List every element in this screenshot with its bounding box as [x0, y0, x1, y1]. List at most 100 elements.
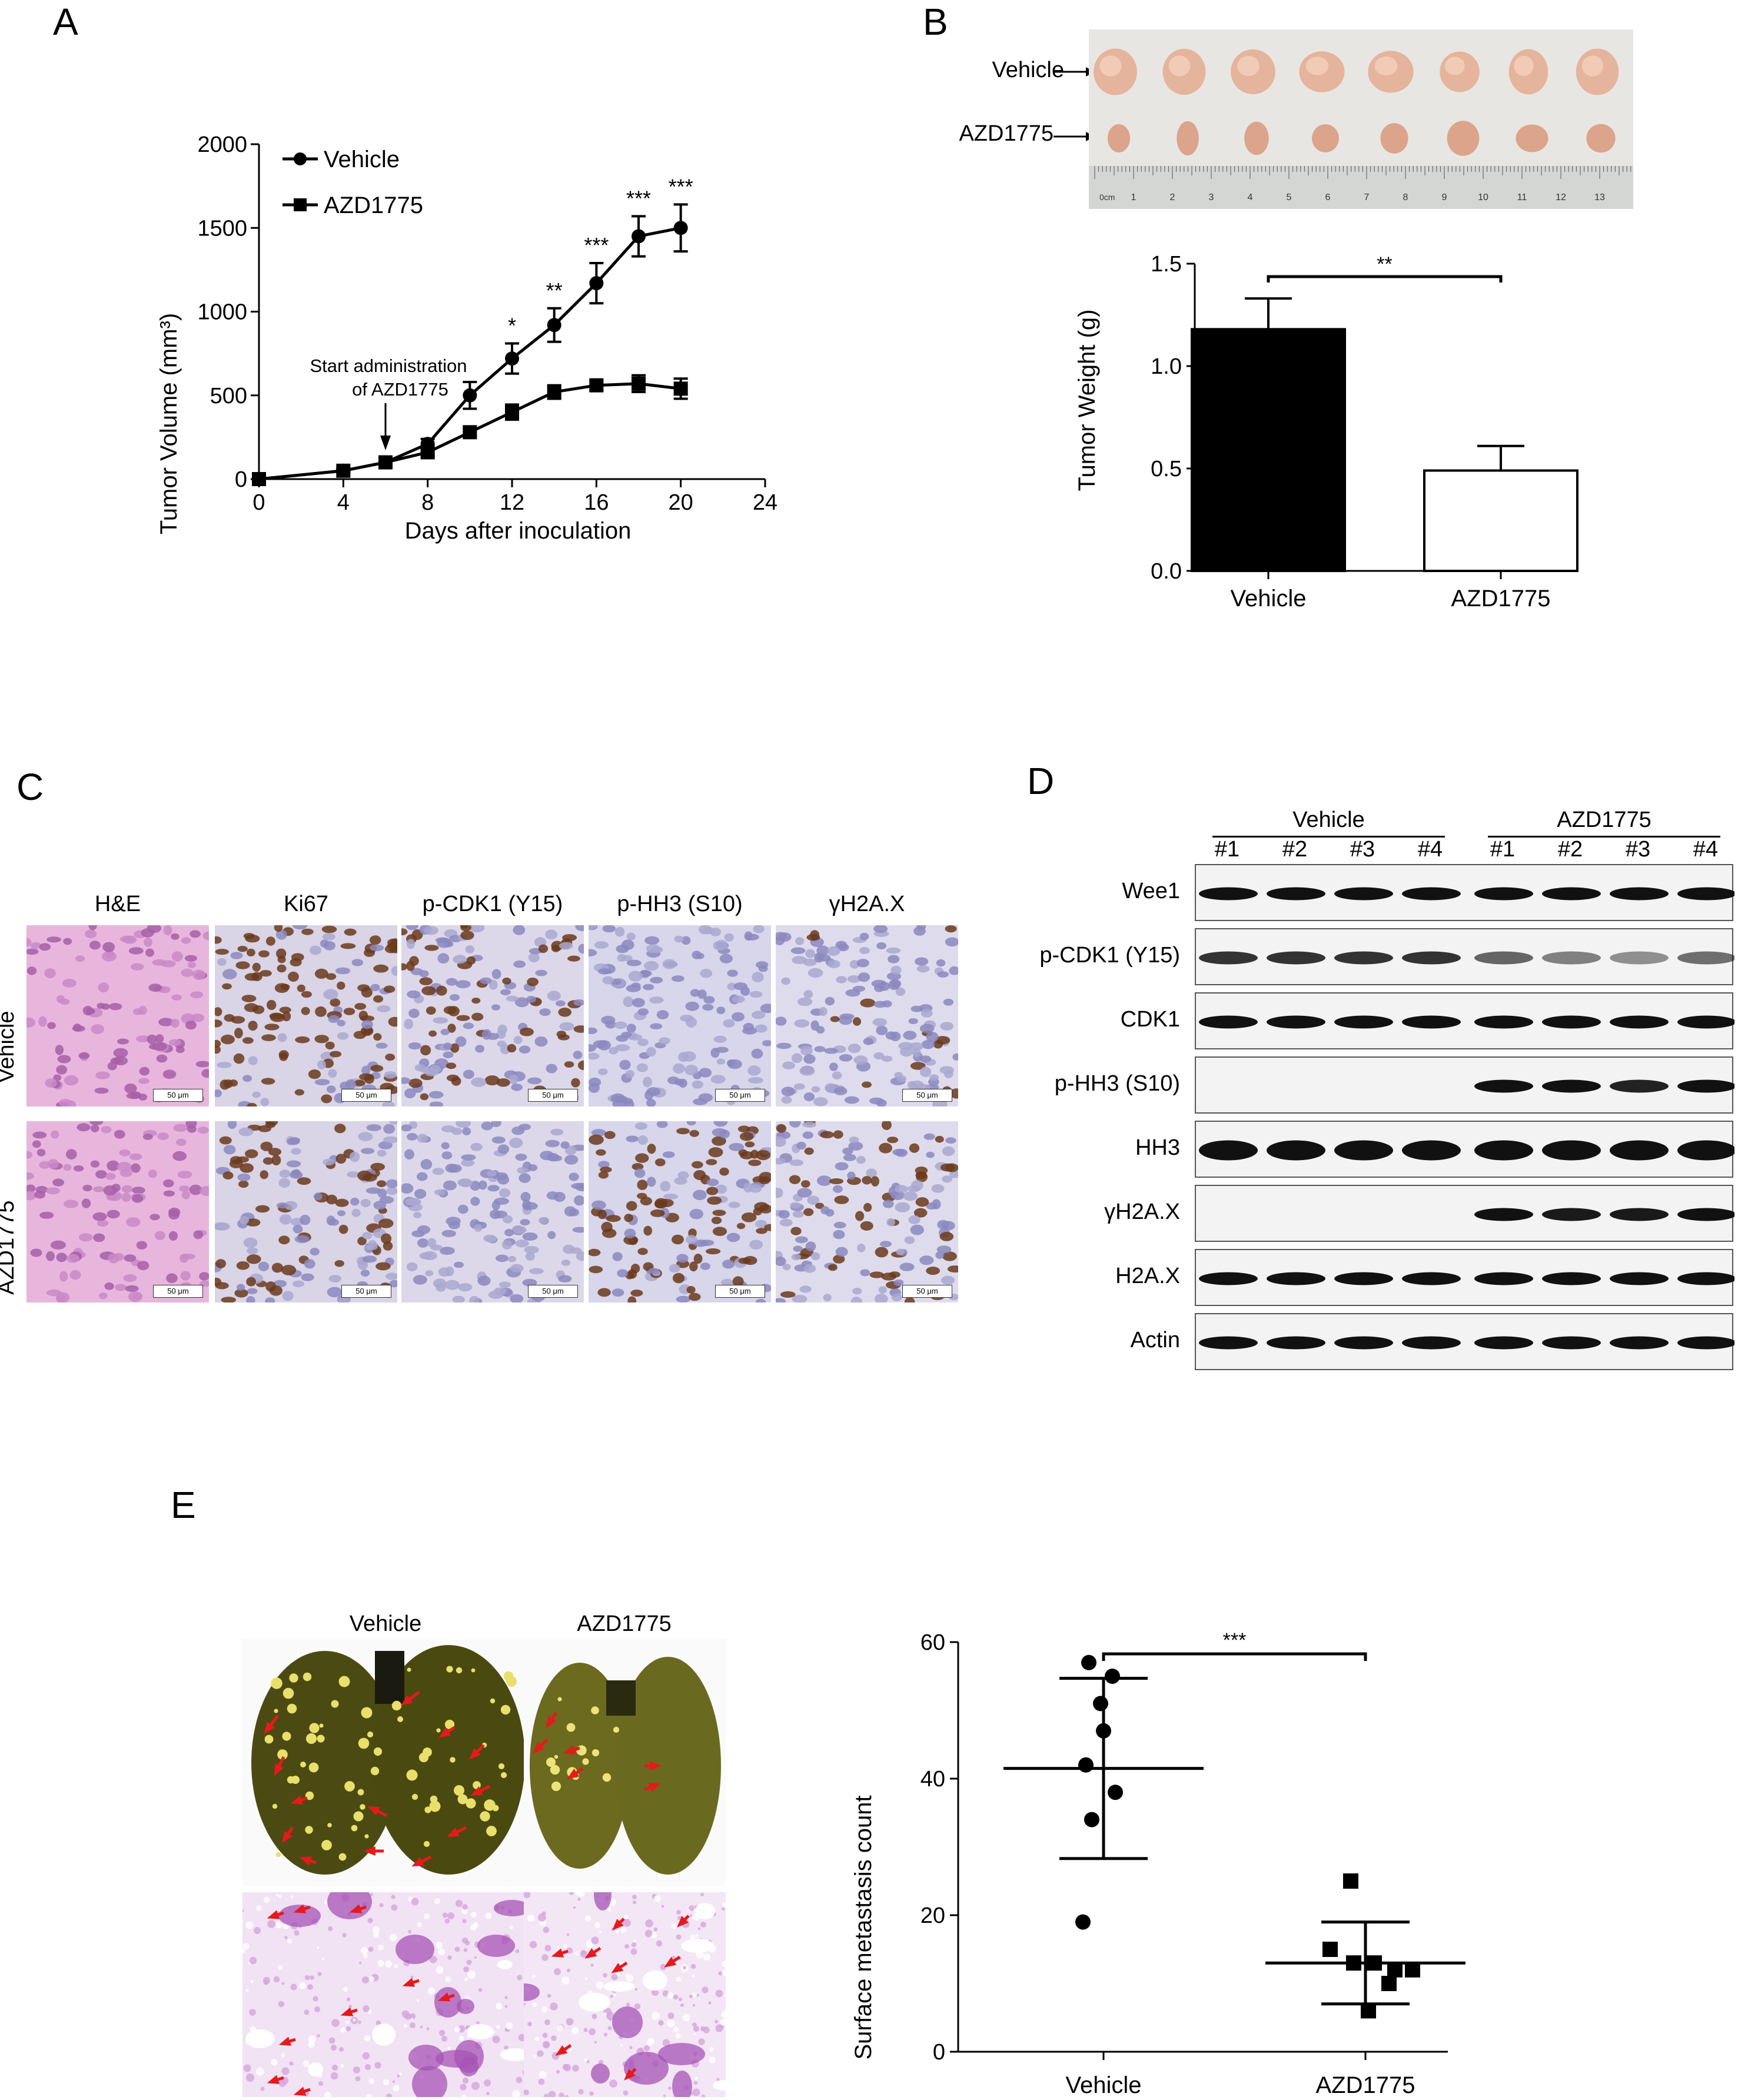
- cell-nucleus: [778, 1210, 790, 1219]
- cell-nucleus: [323, 989, 338, 1000]
- blot-band: [1199, 1272, 1258, 1285]
- row-label-azd1775-wrap: AZD1775: [0, 1200, 29, 1312]
- data-point-vehicle: [589, 276, 604, 291]
- cell-nucleus: [366, 1124, 382, 1131]
- cell-nucleus: [501, 1240, 513, 1250]
- alveolar-tissue: [505, 2022, 513, 2030]
- alveolar-tissue: [715, 2020, 718, 2023]
- cell-nucleus: [602, 925, 616, 933]
- cell-nucleus: [945, 1137, 956, 1144]
- cell-nucleus: [912, 1048, 921, 1057]
- cell-nucleus: [575, 925, 584, 932]
- alveolar-tissue: [429, 1955, 437, 1963]
- metastasis-nodule: [490, 1698, 496, 1704]
- cell-nucleus: [66, 1149, 77, 1160]
- alveolar-tissue: [262, 1976, 271, 1985]
- cell-nucleus: [185, 1021, 197, 1030]
- cell-nucleus: [465, 945, 474, 953]
- cell-nucleus: [77, 1123, 91, 1132]
- cell-nucleus: [314, 1035, 329, 1044]
- cell-nucleus: [471, 1012, 484, 1021]
- cell-nucleus: [882, 1199, 894, 1208]
- alveolar-tissue: [673, 2026, 679, 2032]
- cell-nucleus: [598, 1161, 610, 1168]
- cell-nucleus: [895, 987, 906, 996]
- cell-nucleus: [614, 1021, 627, 1029]
- alveolar-tissue: [496, 2002, 501, 2007]
- alveolar-tissue: [370, 1893, 373, 1896]
- cell-nucleus: [848, 1141, 863, 1151]
- cell-nucleus: [515, 1240, 529, 1248]
- cell-nucleus: [108, 1003, 122, 1011]
- cell-nucleus: [898, 1042, 913, 1050]
- blot-protein-label: p-HH3 (S10): [1054, 1071, 1180, 1096]
- cell-nucleus: [847, 975, 862, 983]
- cell-nucleus: [63, 1164, 72, 1171]
- metastasis-nodule: [364, 1834, 369, 1839]
- blot-strip: [1195, 1313, 1736, 1370]
- cell-nucleus: [446, 1074, 460, 1082]
- cell-nucleus: [852, 1287, 862, 1295]
- data-point-azd1775: [252, 472, 266, 486]
- cell-nucleus: [510, 1264, 524, 1273]
- cell-nucleus: [323, 1158, 335, 1166]
- cell-nucleus: [450, 1043, 460, 1053]
- alveolar-tissue: [424, 1913, 430, 1919]
- blot-protein-label: HH3: [1135, 1135, 1180, 1160]
- metastasis-nodule: [591, 1706, 599, 1714]
- cell-nucleus: [433, 1017, 448, 1024]
- data-point-azd1775: [1405, 1962, 1420, 1978]
- cell-nucleus: [663, 1194, 679, 1199]
- panelE-category-label: Vehicle: [1066, 2072, 1142, 2098]
- alveolar-tissue: [721, 2011, 726, 2019]
- alveolar-tissue: [339, 2047, 344, 2052]
- cell-nucleus: [689, 1261, 698, 1272]
- cell-nucleus: [623, 996, 634, 1008]
- alveolar-tissue: [517, 1975, 523, 1981]
- cell-nucleus: [491, 969, 501, 979]
- cell-nucleus: [589, 1134, 604, 1145]
- cell-nucleus: [390, 938, 397, 947]
- red-arrow-head: [555, 2045, 568, 2056]
- cell-nucleus: [456, 1015, 470, 1021]
- cell-nucleus: [276, 1202, 288, 1209]
- alveolar-tissue: [447, 2046, 451, 2050]
- blot-band: [1199, 1336, 1258, 1350]
- cell-nucleus: [711, 1217, 722, 1224]
- alveolar-tissue: [256, 2068, 264, 2076]
- data-point-azd1775: [420, 445, 435, 460]
- ruler-number: 6: [1325, 192, 1331, 202]
- cell-nucleus: [852, 1017, 862, 1026]
- alveolar-tissue: [273, 1976, 280, 1983]
- cell-nucleus: [248, 1056, 258, 1065]
- data-point-vehicle: [1108, 1785, 1123, 1800]
- blot-band: [1677, 887, 1736, 901]
- cell-nucleus: [496, 1078, 510, 1087]
- cell-nucleus: [578, 943, 584, 954]
- alveolar-tissue: [678, 1997, 683, 2002]
- cell-nucleus: [916, 965, 930, 973]
- cell-nucleus: [330, 998, 341, 1007]
- cell-nucleus: [124, 1083, 137, 1094]
- alveolar-tissue: [245, 1989, 249, 1992]
- blot-band: [1334, 1015, 1393, 1029]
- cell-nucleus: [802, 1131, 813, 1139]
- alveolar-tissue: [303, 2060, 310, 2067]
- cell-nucleus: [215, 1089, 222, 1098]
- cell-nucleus: [265, 936, 275, 946]
- cell-nucleus: [589, 1248, 601, 1257]
- blot-strip: [1195, 1185, 1736, 1242]
- cell-nucleus: [571, 1182, 584, 1189]
- cell-nucleus: [573, 1051, 583, 1059]
- cell-nucleus: [699, 1068, 712, 1078]
- cell-nucleus: [171, 1018, 180, 1028]
- cell-nucleus: [801, 1180, 810, 1188]
- cell-nucleus: [441, 1151, 453, 1159]
- cell-nucleus: [242, 1037, 254, 1044]
- cell-nucleus: [723, 1019, 735, 1028]
- cell-nucleus: [277, 956, 286, 963]
- cell-nucleus: [446, 1062, 457, 1069]
- cell-nucleus: [803, 1208, 814, 1217]
- cell-nucleus: [637, 1135, 648, 1145]
- alveolar-tissue: [308, 2041, 315, 2048]
